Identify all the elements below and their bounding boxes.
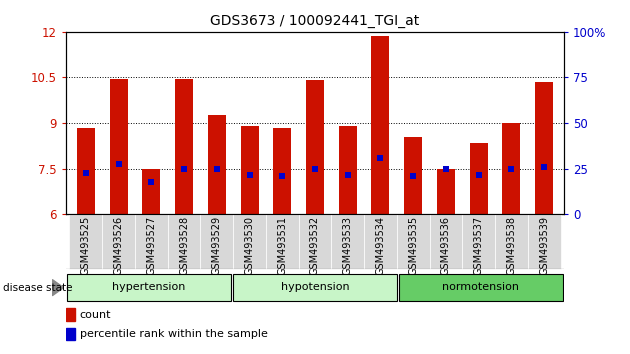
Bar	[135, 214, 168, 269]
Point	[179, 166, 189, 171]
Text: GSM493536: GSM493536	[441, 216, 451, 275]
Bar	[503, 123, 520, 214]
Bar	[142, 169, 160, 214]
Bar	[69, 214, 102, 269]
Point	[441, 166, 451, 171]
Point	[539, 164, 549, 170]
Text: disease state: disease state	[3, 282, 72, 293]
Bar	[495, 214, 528, 269]
Text: GSM493532: GSM493532	[310, 216, 320, 275]
Point	[343, 172, 353, 177]
Point	[375, 155, 386, 161]
Text: GSM493530: GSM493530	[244, 216, 255, 275]
Bar	[528, 214, 561, 269]
Bar	[372, 36, 389, 214]
Bar	[430, 214, 462, 269]
Bar	[299, 214, 331, 269]
Bar	[536, 82, 553, 214]
Bar	[233, 274, 397, 301]
Point	[408, 173, 418, 179]
Text: normotension: normotension	[442, 282, 519, 292]
Point	[507, 166, 517, 171]
Text: GSM493538: GSM493538	[507, 216, 517, 275]
Bar	[470, 143, 488, 214]
Text: GSM493535: GSM493535	[408, 216, 418, 275]
Point	[113, 161, 123, 167]
Text: GSM493534: GSM493534	[375, 216, 386, 275]
Polygon shape	[52, 280, 64, 296]
Text: GSM493525: GSM493525	[81, 216, 91, 275]
Point	[310, 166, 320, 171]
Bar	[399, 274, 563, 301]
Point	[244, 172, 255, 177]
Point	[474, 172, 484, 177]
Bar	[437, 169, 455, 214]
Text: GSM493529: GSM493529	[212, 216, 222, 275]
Text: GSM493537: GSM493537	[474, 216, 484, 275]
Text: GSM493526: GSM493526	[113, 216, 123, 275]
Bar	[102, 214, 135, 269]
Bar	[397, 214, 430, 269]
Bar	[77, 127, 94, 214]
Point	[212, 166, 222, 171]
Text: GSM493539: GSM493539	[539, 216, 549, 275]
Bar	[273, 127, 291, 214]
Text: GSM493533: GSM493533	[343, 216, 353, 275]
Text: GSM493528: GSM493528	[179, 216, 189, 275]
Bar	[364, 214, 397, 269]
Text: count: count	[79, 309, 111, 320]
Text: GSM493531: GSM493531	[277, 216, 287, 275]
Bar	[66, 308, 75, 321]
Bar	[208, 115, 226, 214]
Point	[146, 179, 156, 185]
Bar	[241, 126, 258, 214]
Bar	[306, 80, 324, 214]
Bar	[67, 274, 231, 301]
Bar	[175, 79, 193, 214]
Title: GDS3673 / 100092441_TGI_at: GDS3673 / 100092441_TGI_at	[210, 14, 420, 28]
Bar	[404, 137, 422, 214]
Point	[81, 170, 91, 176]
Bar	[462, 214, 495, 269]
Bar	[110, 79, 127, 214]
Bar	[331, 214, 364, 269]
Text: hypertension: hypertension	[112, 282, 186, 292]
Bar	[200, 214, 233, 269]
Text: GSM493527: GSM493527	[146, 216, 156, 275]
Bar	[266, 214, 299, 269]
Point	[277, 173, 287, 179]
Bar	[168, 214, 200, 269]
Text: percentile rank within the sample: percentile rank within the sample	[79, 329, 268, 339]
Bar	[66, 328, 75, 340]
Bar	[233, 214, 266, 269]
Text: hypotension: hypotension	[281, 282, 349, 292]
Bar	[339, 126, 357, 214]
